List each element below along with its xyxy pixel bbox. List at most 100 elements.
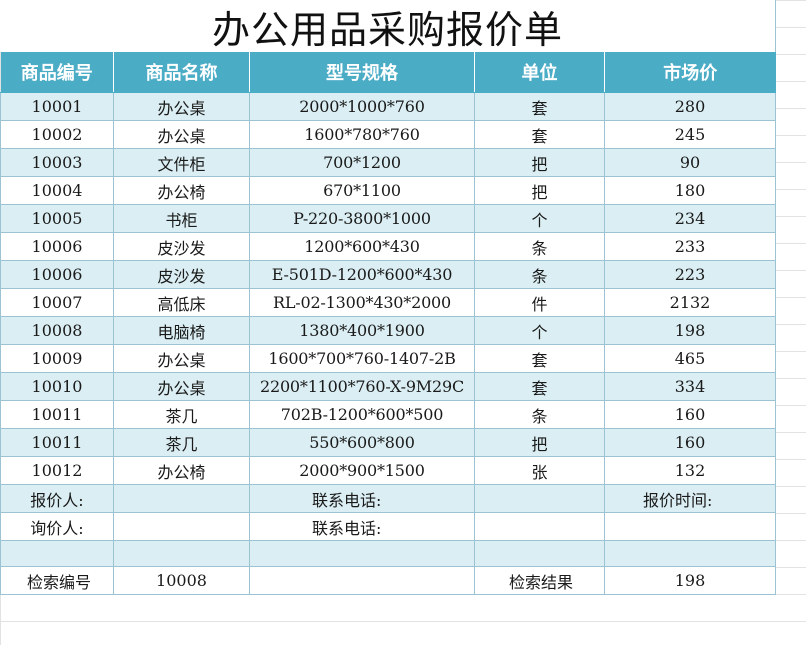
cell-name[interactable]: 办公桌 <box>113 120 250 149</box>
cell-name[interactable]: 茶几 <box>113 428 250 457</box>
cell-id[interactable]: 10009 <box>0 344 114 373</box>
blank-cell[interactable] <box>604 540 776 567</box>
column-header-unit[interactable]: 单位 <box>474 52 605 93</box>
cell-spec[interactable]: 1600*700*760-1407-2B <box>249 344 475 373</box>
column-header-spec[interactable]: 型号规格 <box>249 52 475 93</box>
table-row: 10006 皮沙发 1200*600*430 条 233 <box>0 232 776 261</box>
cell-id[interactable]: 10001 <box>0 92 114 121</box>
cell-unit[interactable]: 条 <box>474 400 605 429</box>
column-header-price[interactable]: 市场价 <box>604 52 776 93</box>
cell-price[interactable]: 233 <box>604 232 776 261</box>
cell-unit[interactable]: 条 <box>474 232 605 261</box>
cell-price[interactable]: 334 <box>604 372 776 401</box>
cell-name[interactable]: 办公桌 <box>113 344 250 373</box>
cell-spec[interactable]: 1600*780*760 <box>249 120 475 149</box>
cell-price[interactable]: 234 <box>604 204 776 233</box>
search-id-label[interactable]: 检索编号 <box>0 566 114 595</box>
cell-id[interactable]: 10011 <box>0 428 114 457</box>
cell-spec[interactable]: E-501D-1200*600*430 <box>249 260 475 289</box>
search-empty-cell[interactable] <box>249 566 475 595</box>
cell-spec[interactable]: 2200*1100*760-X-9M29C <box>249 372 475 401</box>
cell-price[interactable]: 180 <box>604 176 776 205</box>
cell-spec[interactable]: 2000*900*1500 <box>249 456 475 485</box>
quoter-phone-label[interactable]: 联系电话: <box>249 484 475 513</box>
cell-name[interactable]: 办公椅 <box>113 456 250 485</box>
cell-id[interactable]: 10010 <box>0 372 114 401</box>
cell-name[interactable]: 办公桌 <box>113 92 250 121</box>
cell-name[interactable]: 皮沙发 <box>113 260 250 289</box>
blank-cell[interactable] <box>0 540 114 567</box>
cell-unit[interactable]: 套 <box>474 92 605 121</box>
cell-id[interactable]: 10008 <box>0 316 114 345</box>
cell-price[interactable]: 90 <box>604 148 776 177</box>
cell-unit[interactable]: 把 <box>474 148 605 177</box>
search-result-label[interactable]: 检索结果 <box>474 566 605 595</box>
blank-row <box>0 540 776 567</box>
cell-unit[interactable]: 套 <box>474 120 605 149</box>
inquirer-phone-value[interactable] <box>474 512 605 541</box>
sheet-title[interactable]: 办公用品采购报价单 <box>0 0 776 52</box>
column-header-id[interactable]: 商品编号 <box>0 52 114 93</box>
blank-cell[interactable] <box>249 540 475 567</box>
cell-price[interactable]: 280 <box>604 92 776 121</box>
cell-id[interactable]: 10012 <box>0 456 114 485</box>
cell-price[interactable]: 245 <box>604 120 776 149</box>
quoter-phone-value[interactable] <box>474 484 605 513</box>
cell-unit[interactable]: 个 <box>474 204 605 233</box>
cell-spec[interactable]: 700*1200 <box>249 148 475 177</box>
blank-cell[interactable] <box>474 540 605 567</box>
search-result-value[interactable]: 198 <box>604 566 776 595</box>
cell-name[interactable]: 高低床 <box>113 288 250 317</box>
cell-id[interactable]: 10006 <box>0 260 114 289</box>
cell-id[interactable]: 10005 <box>0 204 114 233</box>
cell-unit[interactable]: 张 <box>474 456 605 485</box>
cell-spec[interactable]: 1200*600*430 <box>249 232 475 261</box>
cell-price[interactable]: 160 <box>604 400 776 429</box>
cell-id[interactable]: 10003 <box>0 148 114 177</box>
column-header-name[interactable]: 商品名称 <box>113 52 250 93</box>
cell-id[interactable]: 10011 <box>0 400 114 429</box>
inquirer-phone-label[interactable]: 联系电话: <box>249 512 475 541</box>
cell-name[interactable]: 茶几 <box>113 400 250 429</box>
cell-price[interactable]: 2132 <box>604 288 776 317</box>
cell-unit[interactable]: 套 <box>474 344 605 373</box>
cell-unit[interactable]: 件 <box>474 288 605 317</box>
cell-unit[interactable]: 条 <box>474 260 605 289</box>
cell-spec[interactable]: 1380*400*1900 <box>249 316 475 345</box>
cell-price[interactable]: 465 <box>604 344 776 373</box>
cell-spec[interactable]: 2000*1000*760 <box>249 92 475 121</box>
table-row: 10010 办公桌 2200*1100*760-X-9M29C 套 334 <box>0 372 776 401</box>
inquirer-label[interactable]: 询价人: <box>0 512 114 541</box>
cell-name[interactable]: 皮沙发 <box>113 232 250 261</box>
cell-spec[interactable]: RL-02-1300*430*2000 <box>249 288 475 317</box>
cell-price[interactable]: 198 <box>604 316 776 345</box>
cell-name[interactable]: 办公椅 <box>113 176 250 205</box>
cell-id[interactable]: 10002 <box>0 120 114 149</box>
blank-cell[interactable] <box>113 540 250 567</box>
search-id-input[interactable]: 10008 <box>113 566 250 595</box>
inquirer-value[interactable] <box>113 512 250 541</box>
cell-spec[interactable]: 702B-1200*600*500 <box>249 400 475 429</box>
cell-spec[interactable]: P-220-3800*1000 <box>249 204 475 233</box>
inquirer-extra[interactable] <box>604 512 776 541</box>
cell-name[interactable]: 办公桌 <box>113 372 250 401</box>
cell-unit[interactable]: 套 <box>474 372 605 401</box>
cell-name[interactable]: 电脑椅 <box>113 316 250 345</box>
quote-time-label[interactable]: 报价时间: <box>604 484 776 513</box>
quoter-label[interactable]: 报价人: <box>0 484 114 513</box>
cell-price[interactable]: 132 <box>604 456 776 485</box>
cell-unit[interactable]: 把 <box>474 176 605 205</box>
cell-spec[interactable]: 550*600*800 <box>249 428 475 457</box>
cell-id[interactable]: 10006 <box>0 232 114 261</box>
cell-id[interactable]: 10007 <box>0 288 114 317</box>
cell-id[interactable]: 10004 <box>0 176 114 205</box>
cell-name[interactable]: 书柜 <box>113 204 250 233</box>
cell-spec[interactable]: 670*1100 <box>249 176 475 205</box>
quoter-value[interactable] <box>113 484 250 513</box>
cell-price[interactable]: 160 <box>604 428 776 457</box>
table-row: 10011 茶几 550*600*800 把 160 <box>0 428 776 457</box>
cell-unit[interactable]: 把 <box>474 428 605 457</box>
cell-name[interactable]: 文件柜 <box>113 148 250 177</box>
cell-price[interactable]: 223 <box>604 260 776 289</box>
cell-unit[interactable]: 个 <box>474 316 605 345</box>
